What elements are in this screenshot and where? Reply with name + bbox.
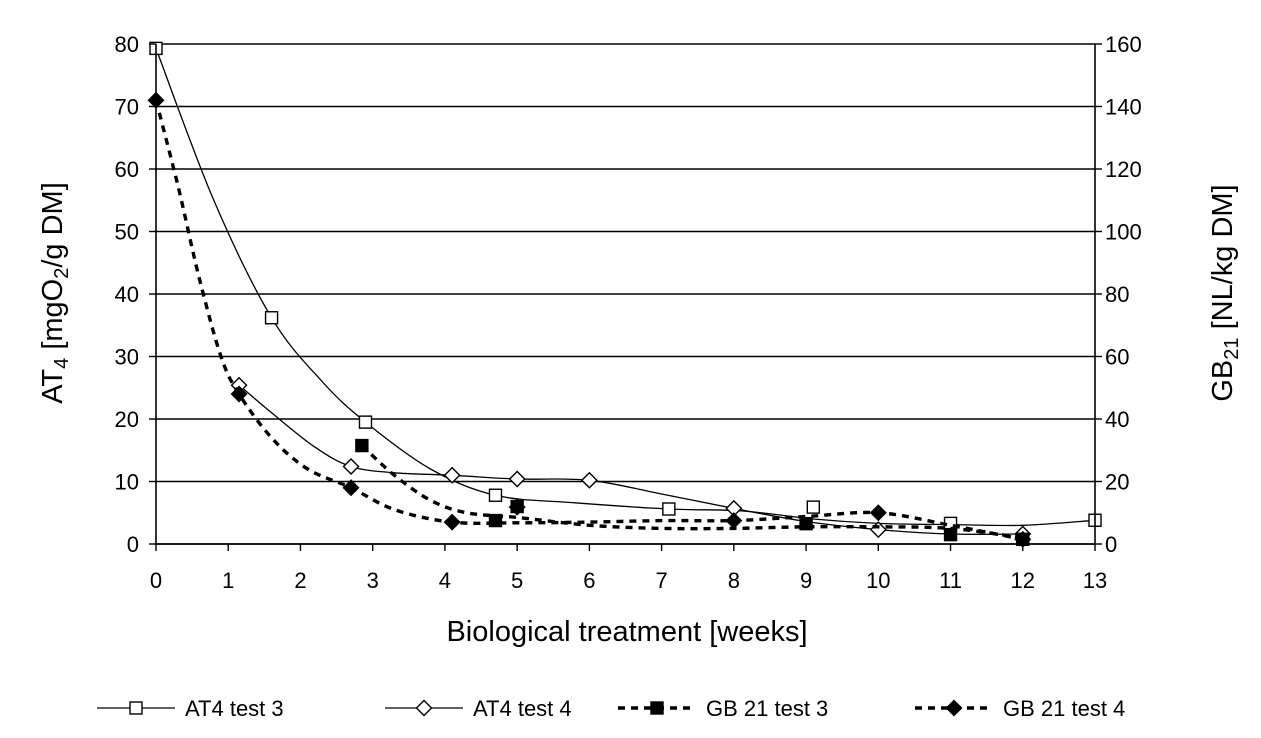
x-tick-labels: 0 1 2 3 4 5 6 7 8 9 10 11 12 13 <box>150 568 1107 593</box>
legend-label: GB 21 test 3 <box>706 696 828 721</box>
data-point <box>725 512 743 530</box>
legend-label: GB 21 test 4 <box>1003 696 1125 721</box>
right-tick-label: 100 <box>1105 220 1142 245</box>
left-tick-labels: 0 10 20 30 40 50 60 70 80 <box>115 32 139 557</box>
x-tick-label: 2 <box>294 568 306 593</box>
legend-entry: AT4 test 3 <box>97 696 284 721</box>
left-tick-label: 20 <box>115 407 139 432</box>
x-tick-label: 13 <box>1083 568 1107 593</box>
x-tick-label: 5 <box>511 568 523 593</box>
x-tick-label: 7 <box>655 568 667 593</box>
right-axis-title-main: GB <box>1207 360 1239 402</box>
series-1 <box>149 41 1102 531</box>
right-tick-label: 120 <box>1105 157 1142 182</box>
data-point <box>508 470 526 488</box>
x-tick-label: 0 <box>150 568 162 593</box>
right-axis-title: GB21 [NL/kg DM] <box>1207 184 1243 401</box>
right-tick-label: 140 <box>1105 95 1142 120</box>
series-4 <box>147 91 1032 548</box>
legend-marker <box>650 701 664 715</box>
left-axis-title-sub: 4 <box>51 358 73 369</box>
data-point <box>355 438 369 453</box>
legend-marker <box>945 699 963 717</box>
left-tick-label: 40 <box>115 282 139 307</box>
series-line <box>155 48 1096 527</box>
data-point <box>443 466 461 484</box>
data-point <box>580 471 598 489</box>
left-axis-title-unit-post: /g DM] <box>37 182 69 267</box>
x-axis-title: Biological treatment [weeks] <box>446 616 807 648</box>
legend-entry: GB 21 test 4 <box>915 696 1125 721</box>
data-point <box>358 415 373 429</box>
x-tick-label: 11 <box>939 568 962 593</box>
data-point <box>443 513 461 531</box>
left-axis-title-main: AT <box>37 369 69 404</box>
data-point <box>342 479 360 497</box>
data-point <box>869 504 887 522</box>
data-point <box>264 311 279 325</box>
left-tick-label: 10 <box>115 470 139 495</box>
legend-label: AT4 test 4 <box>473 696 572 721</box>
x-tick-label: 1 <box>222 568 234 593</box>
legend-label: AT4 test 3 <box>185 696 284 721</box>
axes <box>149 43 1102 551</box>
legend: AT4 test 3 AT4 test 4 GB 21 test 3 GB 21 te… <box>97 696 1125 721</box>
series-2 <box>230 376 1032 543</box>
series-line <box>360 444 1024 540</box>
right-axis-title-sub: 21 <box>1221 337 1243 359</box>
right-tick-label: 80 <box>1105 282 1129 307</box>
series-line <box>154 99 1024 541</box>
left-tick-label: 80 <box>115 32 139 57</box>
left-tick-label: 0 <box>127 532 139 557</box>
x-tick-label: 9 <box>800 568 812 593</box>
right-tick-label: 40 <box>1105 407 1129 432</box>
x-tick-label: 6 <box>583 568 595 593</box>
x-tick-label: 3 <box>367 568 379 593</box>
series-layer <box>147 41 1102 548</box>
right-axis-title-unit: [NL/kg DM] <box>1207 184 1239 337</box>
right-tick-label: 20 <box>1105 470 1129 495</box>
x-tick-label: 12 <box>1011 568 1035 593</box>
left-tick-label: 70 <box>115 95 139 120</box>
data-point <box>806 500 820 514</box>
legend-entry: GB 21 test 3 <box>618 696 828 721</box>
left-axis-title: AT4 [mgO2/g DM] <box>37 182 73 404</box>
data-point <box>488 488 503 502</box>
data-point <box>799 516 813 531</box>
legend-marker <box>415 699 433 717</box>
legend-entry: AT4 test 4 <box>385 696 572 721</box>
x-tick-label: 4 <box>439 568 451 593</box>
data-point <box>342 458 360 475</box>
right-tick-label: 160 <box>1105 32 1142 57</box>
left-axis-title-unit-sub: 2 <box>51 268 73 279</box>
right-tick-label: 0 <box>1105 532 1117 557</box>
x-tick-label: 8 <box>728 568 740 593</box>
left-axis-title-unit-pre: [mgO <box>37 279 69 358</box>
right-tick-labels: 0 20 40 60 80 100 120 140 160 <box>1105 32 1142 557</box>
data-point <box>943 527 958 542</box>
left-tick-label: 50 <box>115 220 139 245</box>
data-point <box>662 502 676 516</box>
data-point <box>508 498 526 516</box>
data-point <box>230 385 248 403</box>
left-tick-label: 30 <box>115 345 139 370</box>
left-tick-label: 60 <box>115 157 139 182</box>
x-tick-label: 10 <box>866 568 890 593</box>
legend-marker <box>129 701 143 715</box>
right-tick-label: 60 <box>1105 345 1129 370</box>
